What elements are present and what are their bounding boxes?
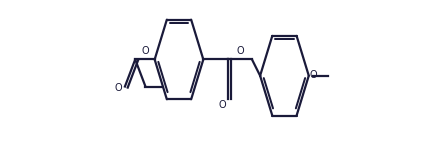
Text: O: O xyxy=(141,46,149,56)
Text: O: O xyxy=(114,83,121,93)
Text: O: O xyxy=(218,100,226,110)
Text: O: O xyxy=(236,46,243,56)
Text: O: O xyxy=(309,70,316,80)
